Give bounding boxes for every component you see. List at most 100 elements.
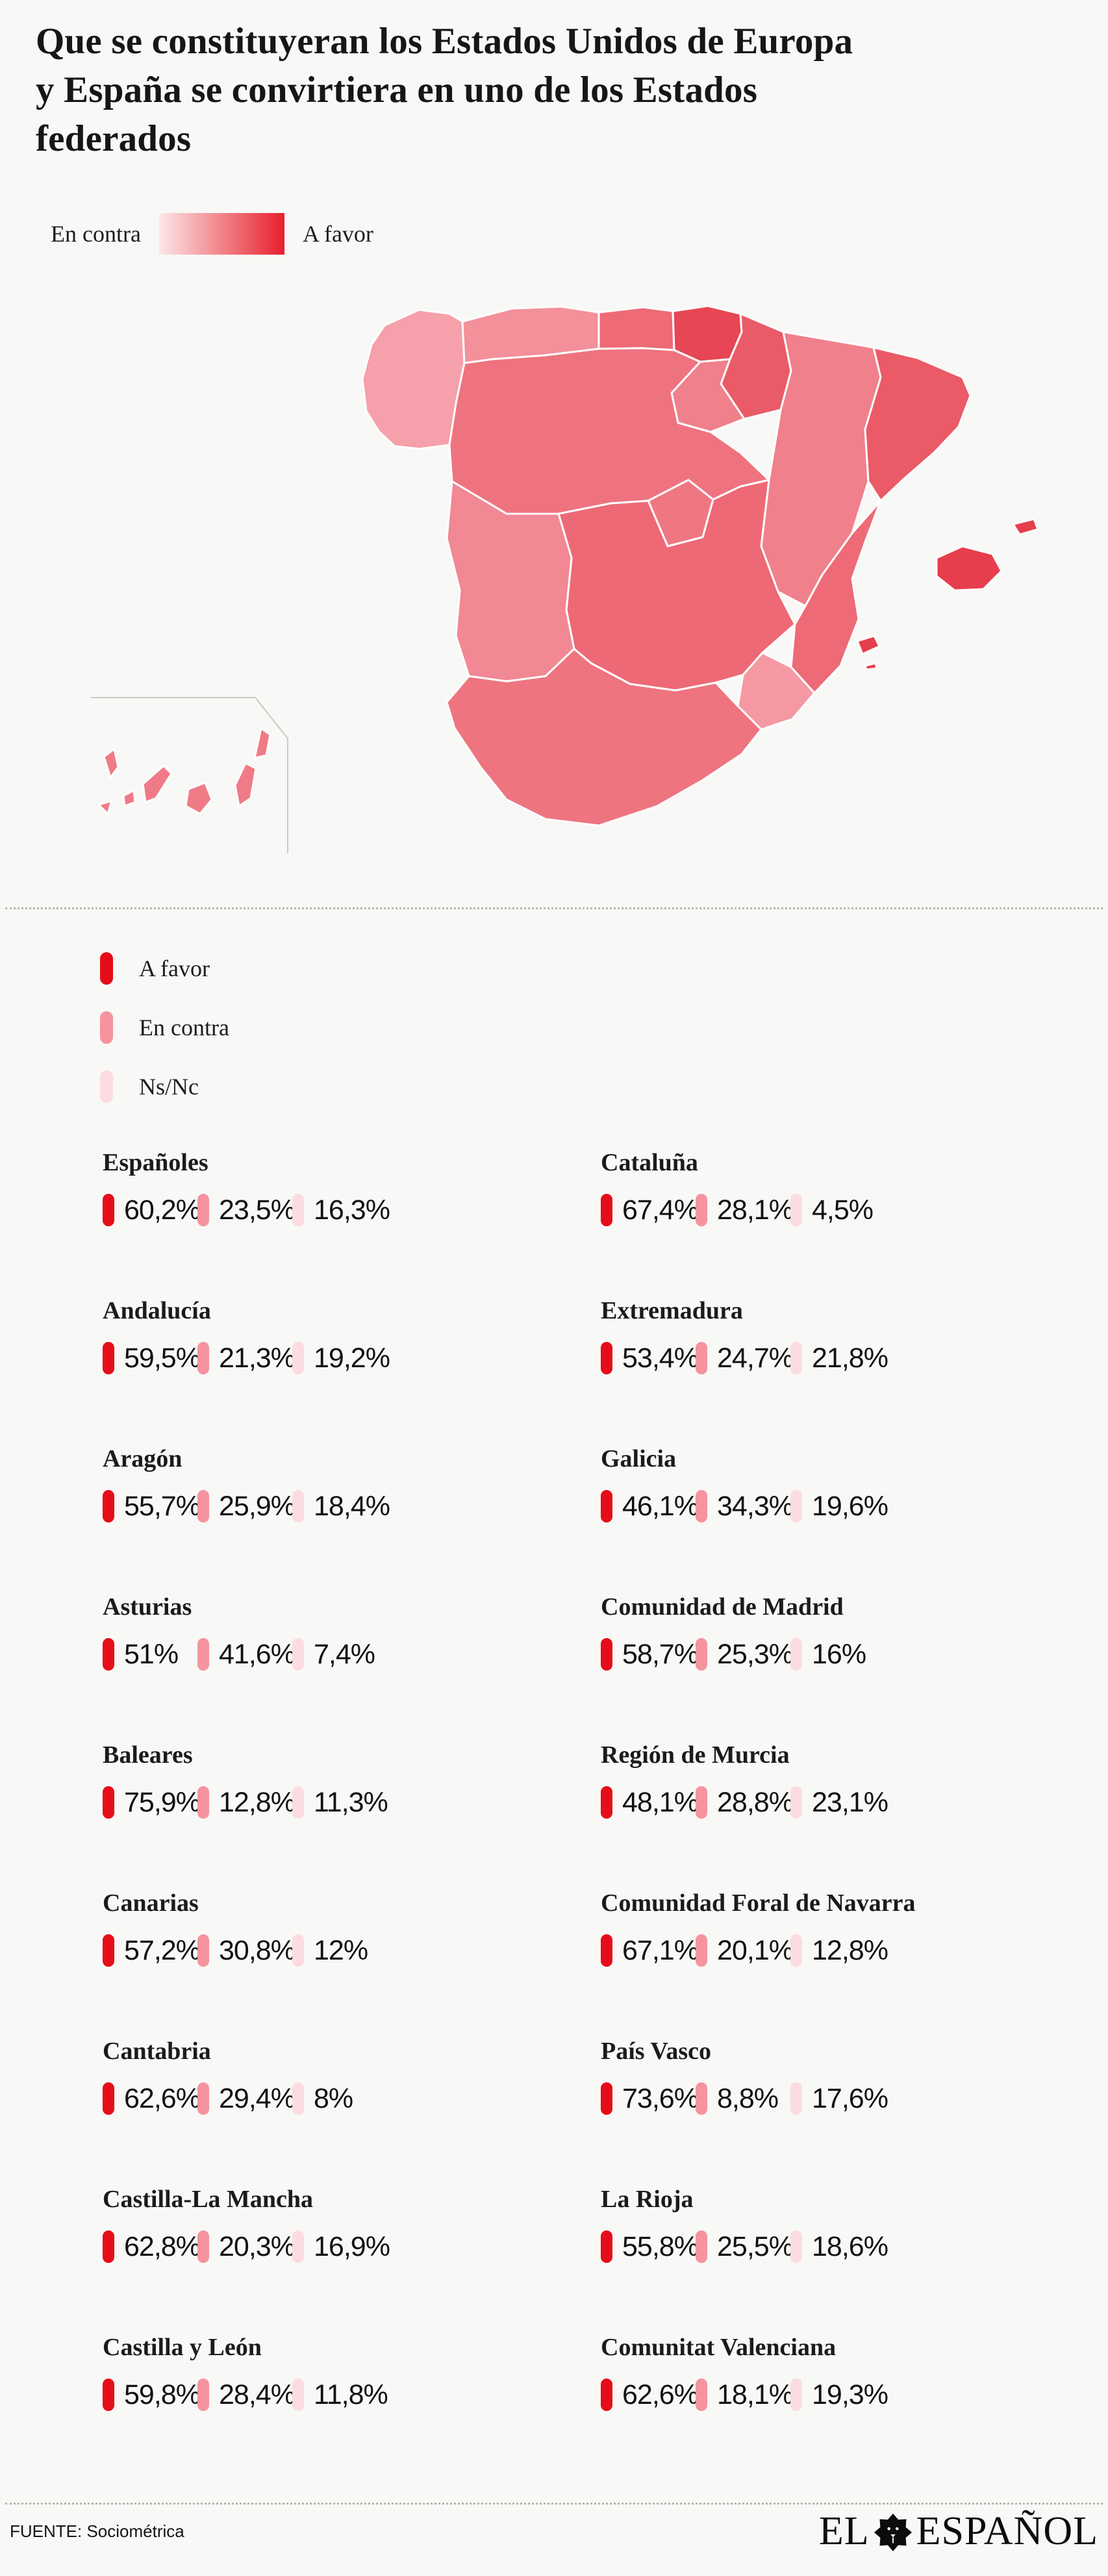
region-stat-block: Cataluña 67,4% 28,1% 4,5%	[601, 1148, 1108, 1296]
ns-nc-swatch	[790, 1490, 802, 1522]
map-region-cataluna	[864, 346, 972, 502]
value-en-contra: 8,8%	[696, 2082, 790, 2115]
region-name: Españoles	[103, 1149, 208, 1176]
en-contra-swatch	[197, 1786, 209, 1819]
a-favor-value: 53,4%	[622, 1342, 699, 1374]
section-divider	[5, 907, 1103, 909]
value-ns-nc: 4,5%	[790, 1194, 874, 1226]
region-stat-block: Comunitat Valenciana 62,6% 18,1% 19,3%	[601, 2333, 1108, 2481]
value-a-favor: 62,6%	[601, 2379, 699, 2411]
value-ns-nc: 8%	[292, 2082, 353, 2115]
region-values-row: 59,8% 28,4% 11,8%	[103, 2379, 601, 2411]
a-favor-swatch	[103, 1490, 114, 1522]
en-contra-value: 28,8%	[717, 1786, 794, 1818]
value-ns-nc: 23,1%	[790, 1786, 888, 1819]
value-ns-nc: 16,9%	[292, 2230, 390, 2263]
value-ns-nc: 16%	[790, 1638, 866, 1671]
region-name: País Vasco	[601, 2038, 711, 2065]
value-a-favor: 67,4%	[601, 1194, 699, 1226]
region-values-row: 51% 41,6% 7,4%	[103, 1638, 601, 1671]
en-contra-value: 25,5%	[717, 2230, 794, 2262]
a-favor-swatch	[103, 2230, 114, 2263]
value-en-contra: 18,1%	[696, 2379, 794, 2411]
region-name: Baleares	[103, 1741, 193, 1769]
ns-nc-swatch	[292, 1786, 304, 1819]
ns-nc-swatch	[790, 1638, 802, 1671]
value-a-favor: 55,8%	[601, 2230, 699, 2263]
value-en-contra: 21,3%	[197, 1342, 296, 1374]
ns-nc-value: 16,3%	[314, 1194, 390, 1226]
en-contra-swatch	[696, 1342, 707, 1374]
en-contra-value: 12,8%	[219, 1786, 296, 1818]
value-ns-nc: 16,3%	[292, 1194, 390, 1226]
value-a-favor: 57,2%	[103, 1934, 201, 1967]
value-a-favor: 46,1%	[601, 1490, 699, 1522]
a-favor-value: 57,2%	[124, 1934, 201, 1966]
region-name: Comunitat Valenciana	[601, 2334, 837, 2361]
value-en-contra: 41,6%	[197, 1638, 296, 1671]
en-contra-value: 30,8%	[219, 1934, 296, 1966]
value-en-contra: 28,8%	[696, 1786, 794, 1819]
logo-text-el: EL	[818, 2509, 870, 2553]
region-stat-block: Baleares 75,9% 12,8% 11,3%	[103, 1741, 601, 1889]
value-en-contra: 25,3%	[696, 1638, 794, 1671]
value-a-favor: 75,9%	[103, 1786, 201, 1819]
a-favor-swatch	[103, 1194, 114, 1226]
map-region-canarias	[97, 727, 271, 815]
a-favor-swatch	[601, 2230, 612, 2263]
region-name: La Rioja	[601, 2186, 694, 2213]
value-a-favor: 55,7%	[103, 1490, 201, 1522]
region-stat-block: Canarias 57,2% 30,8% 12%	[103, 1889, 601, 2037]
en-contra-value: 20,1%	[717, 1934, 794, 1966]
ns-nc-value: 18,6%	[812, 2230, 888, 2262]
value-ns-nc: 11,8%	[292, 2379, 388, 2411]
en-contra-value: 28,1%	[717, 1194, 794, 1226]
a-favor-swatch	[103, 2082, 114, 2115]
en-contra-value: 34,3%	[717, 1490, 794, 1522]
ns-nc-swatch	[292, 1342, 304, 1374]
ns-nc-value: 19,2%	[314, 1342, 390, 1374]
map-region-cantabria	[598, 306, 675, 351]
map-island-fuerteventura	[234, 762, 257, 807]
a-favor-value: 48,1%	[622, 1786, 699, 1818]
en-contra-swatch	[197, 2230, 209, 2263]
value-a-favor: 53,4%	[601, 1342, 699, 1374]
a-favor-value: 75,9%	[124, 1786, 201, 1818]
en-contra-value: 21,3%	[219, 1342, 296, 1374]
map-island-la-palma	[103, 748, 120, 779]
map-region-galicia	[361, 309, 466, 450]
region-stat-block: Comunidad Foral de Navarra 67,1% 20,1% 1…	[601, 1889, 1108, 2037]
ns-nc-value: 12%	[314, 1934, 368, 1966]
value-a-favor: 59,5%	[103, 1342, 201, 1374]
a-favor-value: 62,6%	[622, 2379, 699, 2410]
series-legend: A favor En contra Ns/Nc	[100, 952, 1108, 1103]
region-stat-block: Españoles 60,2% 23,5% 16,3%	[103, 1148, 601, 1296]
region-values-row: 58,7% 25,3% 16%	[601, 1638, 1108, 1671]
region-stat-block: Asturias 51% 41,6% 7,4%	[103, 1593, 601, 1741]
region-values-row: 48,1% 28,8% 23,1%	[601, 1786, 1108, 1819]
logo-text-espanol: ESPAÑOL	[916, 2509, 1098, 2553]
region-name: Asturias	[103, 1593, 192, 1621]
a-favor-value: 51%	[124, 1638, 179, 1670]
a-favor-value: 73,6%	[622, 2082, 699, 2114]
region-name: Castilla-La Mancha	[103, 2186, 314, 2213]
region-stat-block: Galicia 46,1% 34,3% 19,6%	[601, 1445, 1108, 1593]
ns-nc-value: 19,3%	[812, 2379, 888, 2410]
region-stat-block: Comunidad de Madrid 58,7% 25,3% 16%	[601, 1593, 1108, 1741]
ns-nc-value: 8%	[314, 2082, 353, 2114]
value-a-favor: 59,8%	[103, 2379, 201, 2411]
value-ns-nc: 12%	[292, 1934, 368, 1967]
page-title: Que se constituyeran los Estados Unidos …	[36, 17, 1069, 163]
ns-nc-swatch	[292, 2082, 304, 2115]
en-contra-swatch	[696, 2379, 707, 2411]
map-island-gran-canaria	[184, 781, 213, 815]
footer: FUENTE: Sociométrica EL ESPAÑOL	[0, 2505, 1108, 2551]
en-contra-swatch	[696, 1638, 707, 1671]
a-favor-swatch	[103, 1934, 114, 1967]
en-contra-swatch	[197, 1342, 209, 1374]
region-values-row: 55,8% 25,5% 18,6%	[601, 2230, 1108, 2263]
legend-item: A favor	[100, 952, 1108, 985]
a-favor-value: 55,8%	[622, 2230, 699, 2262]
a-favor-swatch	[601, 2082, 612, 2115]
ns-nc-value: 16%	[812, 1638, 866, 1670]
